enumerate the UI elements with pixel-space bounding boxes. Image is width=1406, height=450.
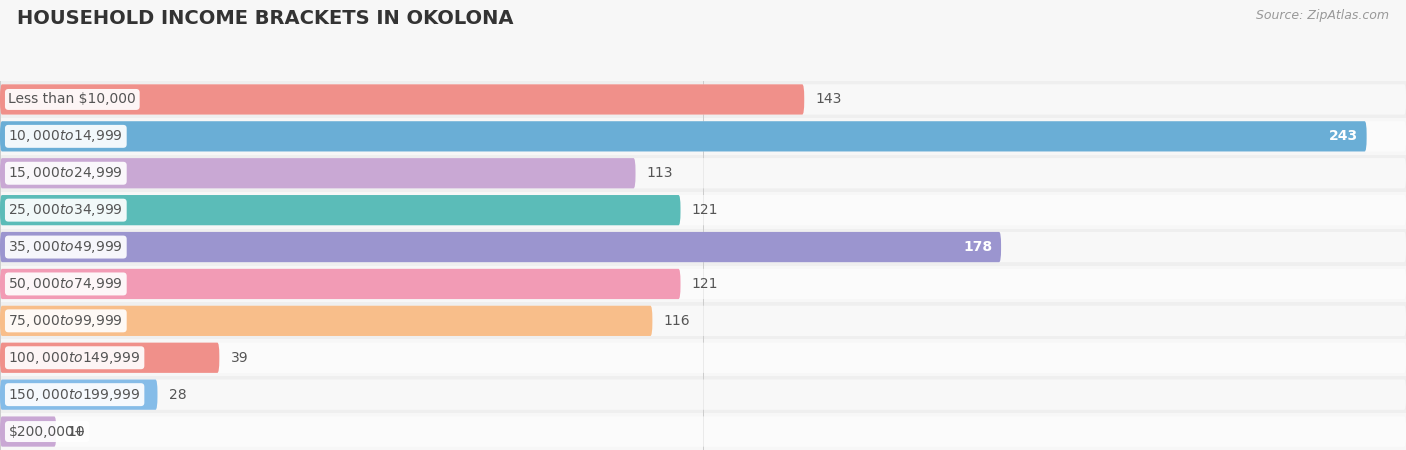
- FancyBboxPatch shape: [0, 269, 1406, 299]
- FancyBboxPatch shape: [0, 306, 652, 336]
- FancyBboxPatch shape: [0, 376, 1406, 413]
- Text: $150,000 to $199,999: $150,000 to $199,999: [8, 387, 141, 403]
- FancyBboxPatch shape: [0, 84, 804, 115]
- FancyBboxPatch shape: [0, 121, 1367, 152]
- Text: 28: 28: [169, 387, 187, 402]
- FancyBboxPatch shape: [0, 379, 1406, 410]
- FancyBboxPatch shape: [0, 155, 1406, 192]
- Text: 113: 113: [647, 166, 673, 180]
- FancyBboxPatch shape: [0, 229, 1406, 266]
- Text: 39: 39: [231, 351, 249, 365]
- Text: $10,000 to $14,999: $10,000 to $14,999: [8, 128, 124, 144]
- FancyBboxPatch shape: [0, 416, 1406, 447]
- Text: Source: ZipAtlas.com: Source: ZipAtlas.com: [1256, 9, 1389, 22]
- Text: $15,000 to $24,999: $15,000 to $24,999: [8, 165, 124, 181]
- FancyBboxPatch shape: [0, 413, 1406, 450]
- FancyBboxPatch shape: [0, 269, 681, 299]
- Text: 121: 121: [692, 203, 718, 217]
- Text: $75,000 to $99,999: $75,000 to $99,999: [8, 313, 124, 329]
- Text: $200,000+: $200,000+: [8, 424, 86, 439]
- FancyBboxPatch shape: [0, 232, 1406, 262]
- FancyBboxPatch shape: [0, 266, 1406, 302]
- FancyBboxPatch shape: [0, 195, 681, 225]
- FancyBboxPatch shape: [0, 81, 1406, 118]
- Text: $50,000 to $74,999: $50,000 to $74,999: [8, 276, 124, 292]
- Text: 143: 143: [815, 92, 842, 107]
- Text: 10: 10: [67, 424, 86, 439]
- FancyBboxPatch shape: [0, 339, 1406, 376]
- FancyBboxPatch shape: [0, 302, 1406, 339]
- FancyBboxPatch shape: [0, 158, 636, 189]
- FancyBboxPatch shape: [0, 379, 157, 410]
- Text: 243: 243: [1329, 129, 1358, 144]
- FancyBboxPatch shape: [0, 232, 1001, 262]
- FancyBboxPatch shape: [0, 342, 1406, 373]
- FancyBboxPatch shape: [0, 84, 1406, 115]
- FancyBboxPatch shape: [0, 306, 1406, 336]
- FancyBboxPatch shape: [0, 416, 56, 447]
- Text: Less than $10,000: Less than $10,000: [8, 92, 136, 107]
- FancyBboxPatch shape: [0, 118, 1406, 155]
- Text: $35,000 to $49,999: $35,000 to $49,999: [8, 239, 124, 255]
- Text: HOUSEHOLD INCOME BRACKETS IN OKOLONA: HOUSEHOLD INCOME BRACKETS IN OKOLONA: [17, 9, 513, 28]
- Text: 178: 178: [963, 240, 993, 254]
- FancyBboxPatch shape: [0, 121, 1406, 152]
- Text: 121: 121: [692, 277, 718, 291]
- Text: $100,000 to $149,999: $100,000 to $149,999: [8, 350, 141, 366]
- Text: $25,000 to $34,999: $25,000 to $34,999: [8, 202, 124, 218]
- FancyBboxPatch shape: [0, 192, 1406, 229]
- Text: 116: 116: [664, 314, 690, 328]
- FancyBboxPatch shape: [0, 195, 1406, 225]
- FancyBboxPatch shape: [0, 342, 219, 373]
- FancyBboxPatch shape: [0, 158, 1406, 189]
